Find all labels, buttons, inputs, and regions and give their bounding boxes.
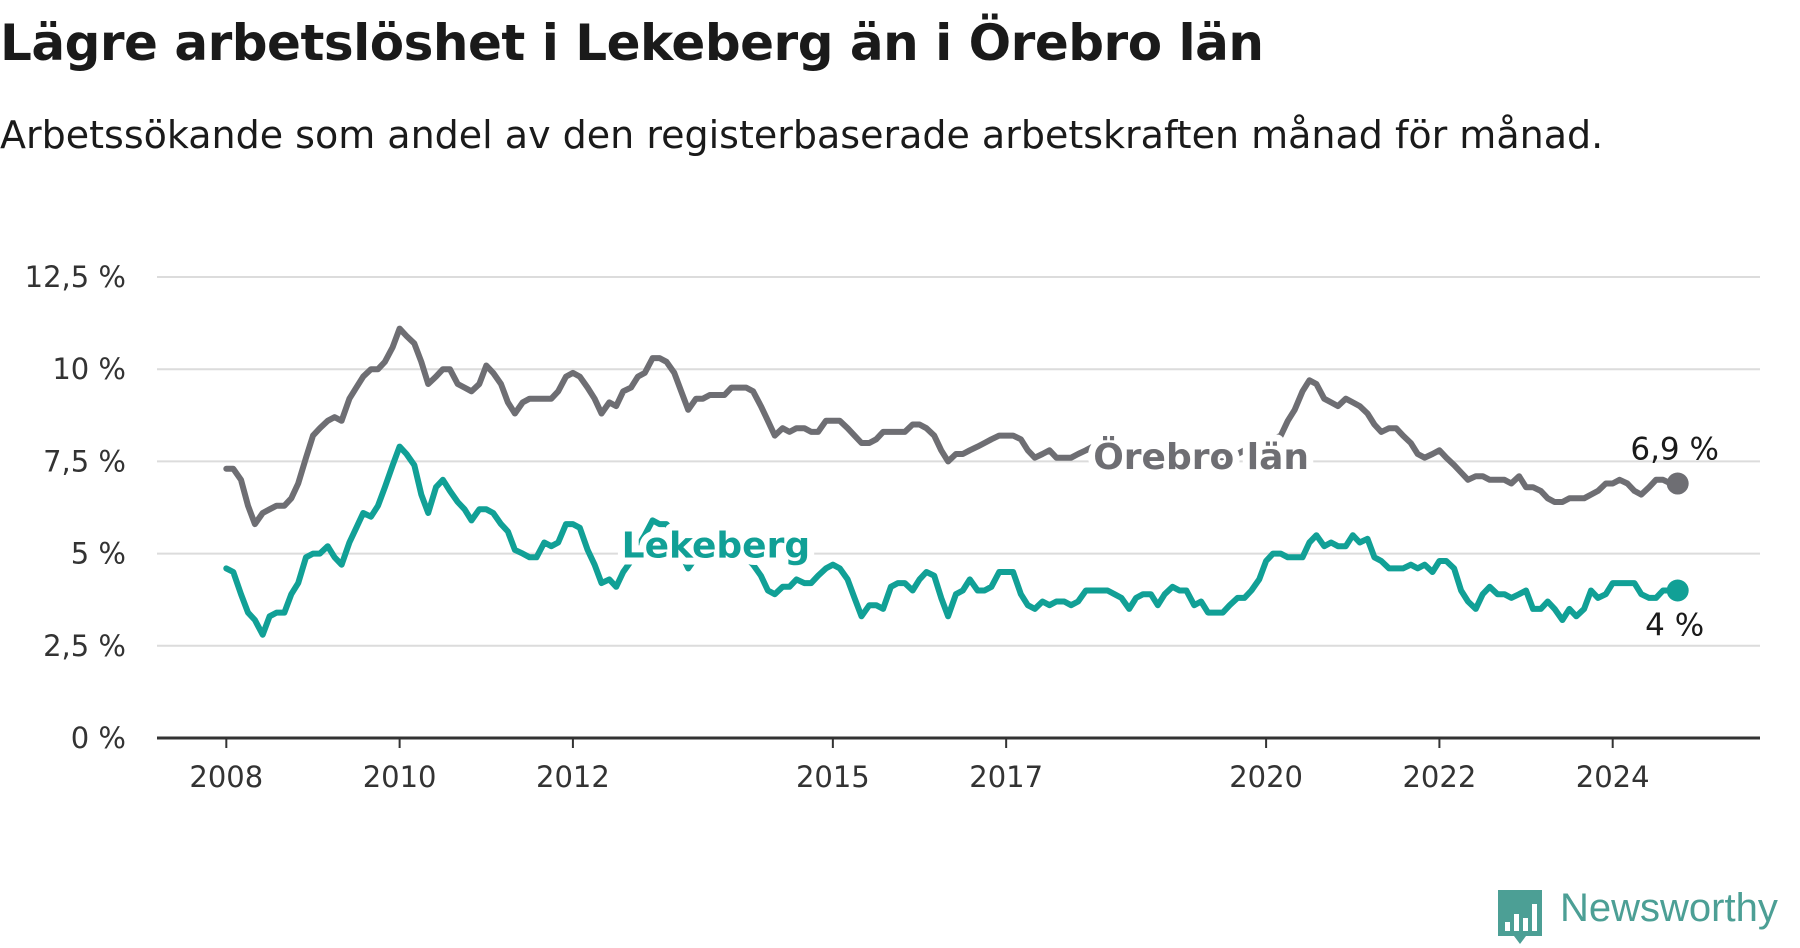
line-chart: 0 %2,5 %5 %7,5 %10 %12,5 % 2008 2010 2012 2…: [25, 260, 1760, 794]
series-line-1: [223, 443, 1681, 638]
y-axis: 0 % 2,5 % 5 % 7,5 % 10 % 12,5 %: [25, 260, 126, 755]
series-end-marker: [1666, 579, 1689, 602]
x-tick-label: 2010: [363, 760, 437, 794]
series-end-marker: [1666, 472, 1689, 495]
series-end-label: 4 %: [1645, 607, 1704, 643]
series-line-0: [223, 325, 1681, 528]
series-end-label: 6,9 %: [1630, 432, 1719, 468]
y-tick-label: 2,5 %: [43, 629, 126, 663]
y-tick-label: 7,5 %: [43, 444, 126, 478]
x-tick-label: 2012: [536, 760, 610, 794]
x-tick-label: 2017: [969, 760, 1043, 794]
series: [223, 325, 1689, 638]
y-tick-label: 0 %: [71, 721, 126, 755]
brand-name: Newsworthy: [1560, 886, 1778, 930]
x-tick-label: 2008: [189, 760, 263, 794]
chart-title: Lägre arbetslöshet i Lekeberg än i Örebr…: [0, 14, 1264, 72]
chart-subtitle: Arbetssökande som andel av den registerb…: [0, 113, 1604, 157]
y-tick-label: 12,5 %: [25, 260, 126, 294]
x-tick-label: 2015: [796, 760, 870, 794]
x-tick-label: 2024: [1576, 760, 1650, 794]
newsworthy-logo-icon: [1498, 890, 1542, 944]
series-label: Örebro län: [1093, 436, 1309, 478]
y-tick-label: 5 %: [71, 537, 126, 571]
series-label: Lekeberg: [622, 525, 810, 566]
y-tick-label: 10 %: [52, 352, 126, 386]
x-tick-label: 2020: [1229, 760, 1303, 794]
x-tick-label: 2022: [1402, 760, 1476, 794]
series-labels: 6,9 % 4 % Örebro län Lekeberg: [615, 429, 1719, 644]
x-axis: 2008 2010 2012 2015 2017 2020 2022 2024: [157, 736, 1760, 794]
